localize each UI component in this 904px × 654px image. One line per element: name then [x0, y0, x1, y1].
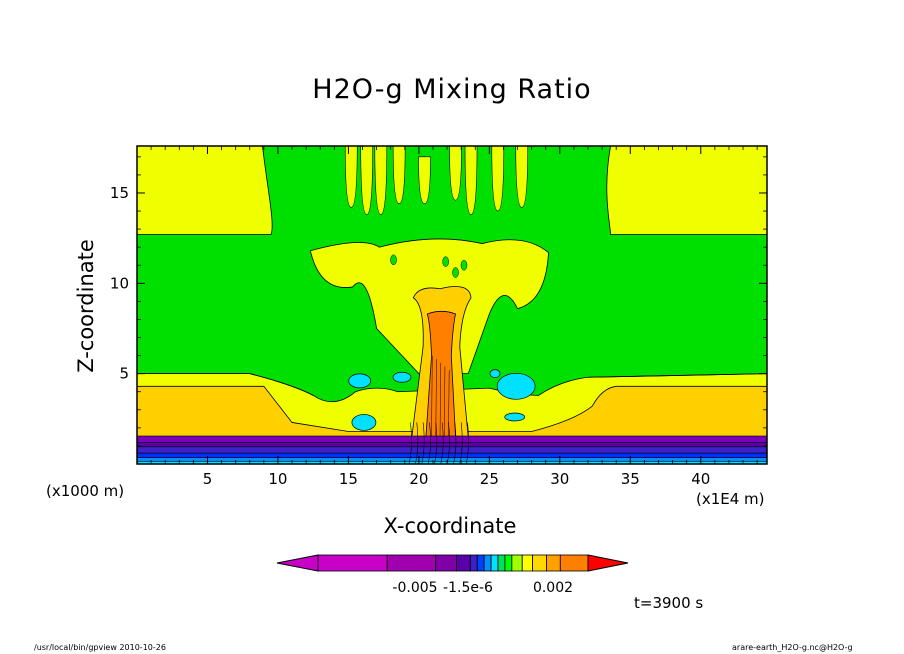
colorbar-segment	[317, 554, 388, 572]
colorbar-segment	[469, 554, 478, 572]
contour-band-yellow	[491, 146, 505, 212]
contour-band-yellow	[137, 146, 273, 235]
colorbar-segment	[476, 554, 485, 572]
colorbar-label: -1.5e-6	[443, 580, 493, 596]
y-tick-label: 10	[110, 274, 129, 292]
colorbar-right-arrow	[587, 554, 629, 572]
contour-line	[431, 355, 433, 437]
contour-band-cyan	[496, 372, 536, 400]
contour-line	[440, 422, 444, 464]
contour-line	[453, 422, 457, 464]
contour-line	[415, 422, 419, 464]
contour-band-bottom	[137, 446, 767, 454]
contour-band-green	[460, 260, 468, 271]
contour-line	[439, 362, 441, 437]
x-tick-label: 10	[268, 470, 287, 488]
contour-band-cyan	[489, 369, 501, 379]
contour-band-cyan	[348, 373, 372, 389]
contour-band-yellow	[418, 156, 431, 205]
colorbar-segment	[483, 554, 492, 572]
colorbar-label: -0.005	[392, 580, 437, 596]
contour-band-yellow	[392, 146, 406, 205]
y-tick-label: 5	[119, 365, 129, 383]
contour-band-yellow	[606, 146, 767, 235]
contour-band-green	[390, 254, 397, 266]
contour-band-cyan	[351, 414, 377, 431]
x-tick-label: 30	[550, 470, 569, 488]
x-tick-label: 40	[691, 470, 710, 488]
contour-field	[137, 146, 767, 464]
colorbar-left-arrow	[276, 554, 319, 572]
footer-left: /usr/local/bin/gpview 2010-10-26	[34, 643, 166, 652]
x-tick-label: 5	[203, 470, 213, 488]
contour-band-bottom	[137, 452, 767, 458]
contour-band-yellow	[515, 146, 529, 208]
x-tick-label: 35	[621, 470, 640, 488]
contour-band-yellow	[464, 146, 478, 215]
x-tick-label: 20	[409, 470, 428, 488]
contour-line	[421, 422, 425, 464]
contour-line	[408, 422, 412, 464]
y-tick-label: 15	[110, 184, 129, 202]
y-axis: 5 10 15	[110, 156, 767, 447]
colorbar-label: 0.002	[533, 580, 573, 596]
contour-band-bottom	[137, 442, 767, 448]
colorbar-segment	[559, 554, 589, 572]
colorbar: -0.005 -1.5e-6 0.002	[276, 554, 629, 596]
x-unit-label: (x1E4 m)	[696, 490, 765, 508]
colorbar-segment	[511, 554, 523, 572]
y-unit-label: (x1000 m)	[46, 482, 125, 500]
x-tick-label: 25	[480, 470, 499, 488]
contour-band-cyan	[392, 371, 412, 383]
colorbar-segment	[435, 554, 457, 572]
colorbar-segment	[497, 554, 506, 572]
contour-band-yellow	[360, 146, 374, 215]
colorbar-segment	[456, 554, 471, 572]
contour-band-bottom	[137, 435, 767, 443]
colorbar-segment	[546, 554, 561, 572]
contour-line	[465, 422, 469, 464]
contour-band-green	[442, 256, 449, 267]
contour-line	[459, 422, 463, 464]
contour-line	[587, 373, 767, 378]
contour-band-yellow	[374, 146, 388, 215]
x-axis-label: X-coordinate	[383, 514, 517, 538]
contour-band-cyan	[504, 412, 526, 422]
contour-line	[137, 373, 314, 396]
contour-line	[446, 422, 450, 464]
contour-band-green	[452, 267, 459, 278]
contour-band-yellow	[449, 146, 462, 201]
colorbar-segment	[386, 554, 437, 572]
colorbar-segment	[490, 554, 499, 572]
contour-line	[434, 422, 438, 464]
contour-line	[443, 366, 446, 437]
contour-line	[427, 422, 431, 464]
chart-title: H2O-g Mixing Ratio	[312, 74, 592, 105]
x-tick-label: 15	[339, 470, 358, 488]
colorbar-segment	[504, 554, 513, 572]
contour-band-yellow	[344, 146, 358, 208]
colorbar-segment	[521, 554, 534, 572]
colorbar-segment	[532, 554, 547, 572]
y-axis-label: Z-coordinate	[74, 239, 98, 373]
footer-right: arare-earth_H2O-g.nc@H2O-g	[732, 643, 853, 652]
x-axis: 5 10 15 20 25 30 35 40	[150, 146, 758, 488]
time-label: t=3900 s	[634, 594, 704, 612]
plot-frame	[136, 145, 768, 465]
